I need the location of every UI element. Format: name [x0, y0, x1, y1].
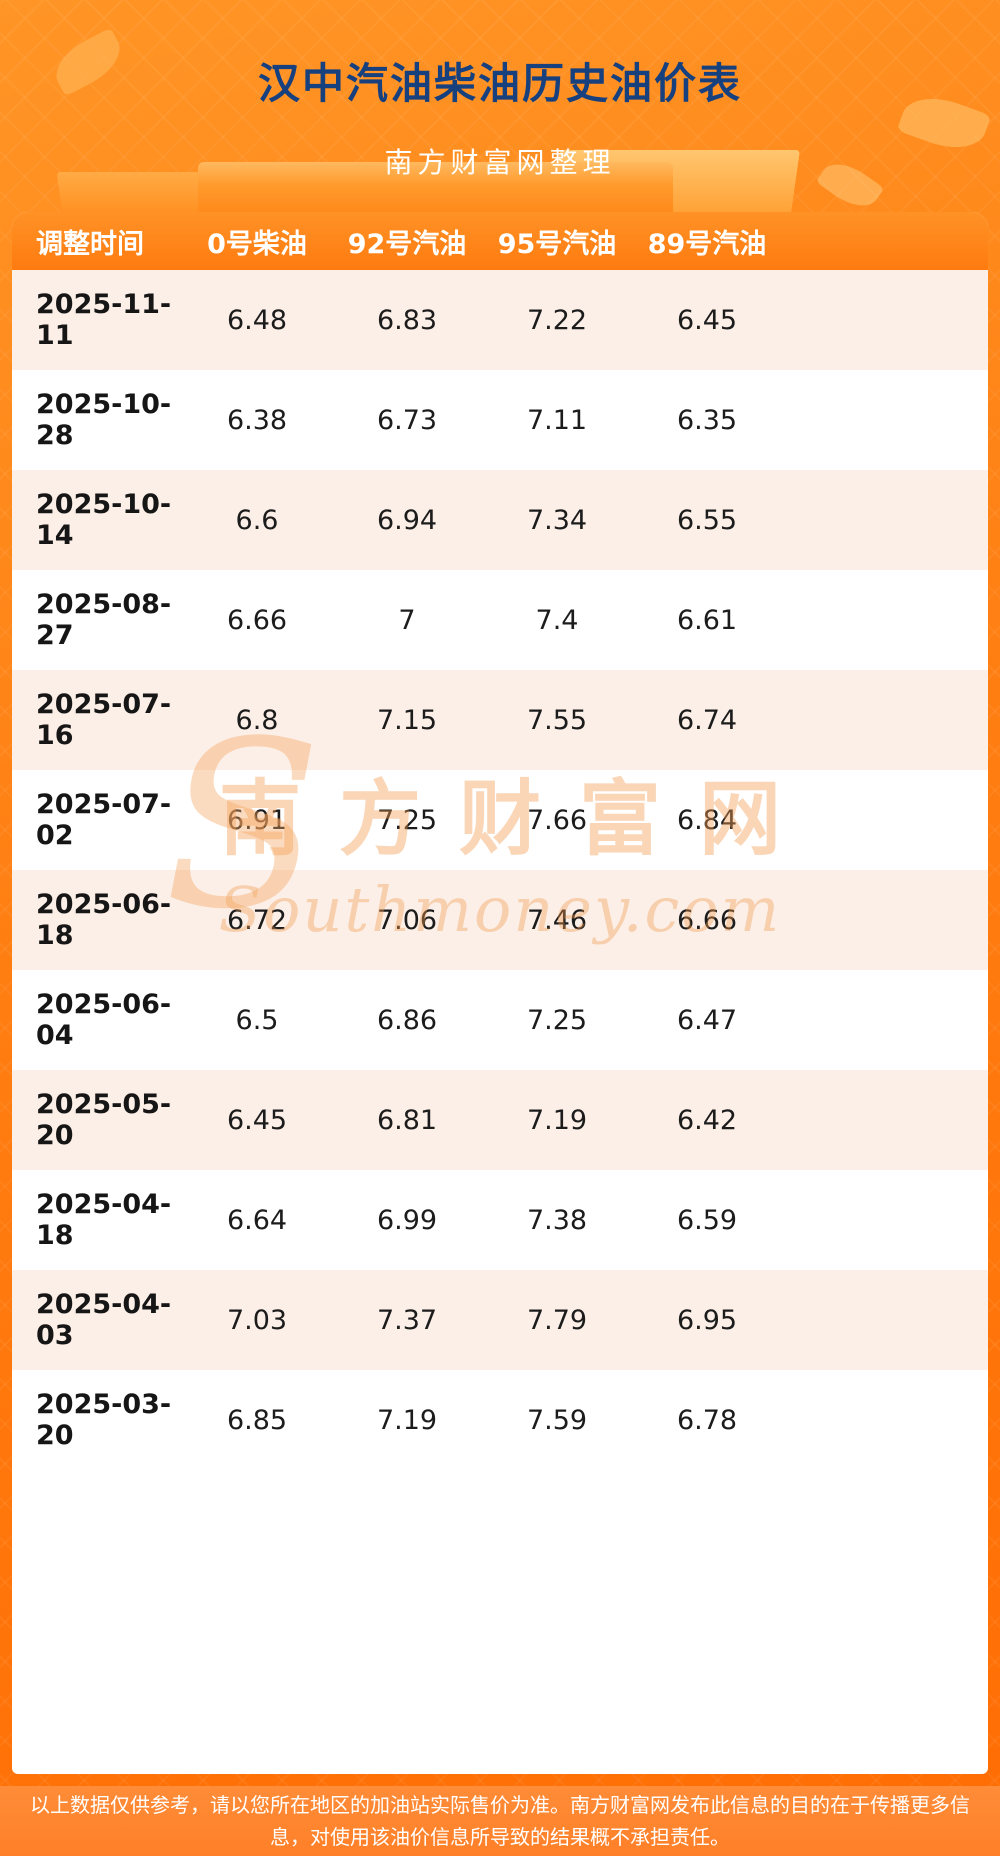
price-cell: 6.47 [676, 1004, 738, 1036]
price-cell: 6.85 [226, 1404, 288, 1436]
page-header: 汉中汽油柴油历史油价表 南方财富网整理 [0, 0, 1000, 212]
row-date: 2025-04-03 [36, 1289, 172, 1351]
price-cell: 6.66 [676, 904, 738, 936]
table-row: 2025-03-20 6.85 7.19 7.59 6.78 [12, 1370, 988, 1470]
price-cell: 7.25 [526, 1004, 588, 1036]
price-cell: 6.55 [676, 504, 738, 536]
price-cell: 6.64 [226, 1204, 288, 1236]
table-row: 2025-08-27 6.66 7 7.4 6.61 [12, 570, 988, 670]
column-header-gas-89: 89号汽油 [647, 228, 767, 260]
price-cell: 7.37 [376, 1304, 438, 1336]
table-row: 2025-10-28 6.38 6.73 7.11 6.35 [12, 370, 988, 470]
price-cell: 6.72 [226, 904, 288, 936]
price-cell: 6.95 [676, 1304, 738, 1336]
price-cell: 6.73 [376, 404, 438, 436]
price-cell: 6.94 [376, 504, 438, 536]
price-cell: 7.19 [376, 1404, 438, 1436]
table-row: 2025-10-14 6.6 6.94 7.34 6.55 [12, 470, 988, 570]
table-row: 2025-06-18 6.72 7.06 7.46 6.66 [12, 870, 988, 970]
table-row: 2025-07-16 6.8 7.15 7.55 6.74 [12, 670, 988, 770]
column-header-gas-95: 95号汽油 [497, 228, 617, 260]
price-cell: 6.66 [226, 604, 288, 636]
price-cell: 6.45 [676, 304, 738, 336]
price-cell: 6.74 [676, 704, 738, 736]
table-body: 2025-11-11 6.48 6.83 7.22 6.45 2025-10-28 6.38… [12, 270, 988, 1470]
price-cell: 7.25 [376, 804, 438, 836]
price-cell: 6.45 [226, 1104, 288, 1136]
row-date: 2025-05-20 [36, 1089, 172, 1151]
price-cell: 6.61 [676, 604, 738, 636]
price-cell: 7.59 [526, 1404, 588, 1436]
table-row: 2025-04-03 7.03 7.37 7.79 6.95 [12, 1270, 988, 1370]
price-cell: 7.06 [376, 904, 438, 936]
price-cell: 7.4 [535, 604, 579, 636]
row-date: 2025-11-11 [36, 289, 172, 351]
price-cell: 7.22 [526, 304, 588, 336]
price-cell: 6.84 [676, 804, 738, 836]
column-header-gas-92: 92号汽油 [347, 228, 467, 260]
table-row: 2025-06-04 6.5 6.86 7.25 6.47 [12, 970, 988, 1070]
price-table-card: 调整时间 0号柴油 92号汽油 95号汽油 89号汽油 2025-11-11 6.… [12, 212, 988, 1774]
price-cell: 6.86 [376, 1004, 438, 1036]
page-subtitle: 南方财富网整理 [384, 146, 616, 179]
table-row: 2025-05-20 6.45 6.81 7.19 6.42 [12, 1070, 988, 1170]
price-cell: 7.66 [526, 804, 588, 836]
price-cell: 7.15 [376, 704, 438, 736]
price-cell: 7.19 [526, 1104, 588, 1136]
row-date: 2025-07-02 [36, 789, 172, 851]
price-cell: 7.55 [526, 704, 588, 736]
price-cell: 6.8 [235, 704, 279, 736]
row-date: 2025-06-04 [36, 989, 172, 1051]
row-date: 2025-10-28 [36, 389, 172, 451]
table-row: 2025-04-18 6.64 6.99 7.38 6.59 [12, 1170, 988, 1270]
column-header-date: 调整时间 [36, 228, 144, 260]
price-cell: 6.42 [676, 1104, 738, 1136]
price-cell: 7.03 [226, 1304, 288, 1336]
table-header-row: 调整时间 0号柴油 92号汽油 95号汽油 89号汽油 [12, 212, 988, 270]
row-date: 2025-10-14 [36, 489, 172, 551]
price-cell: 7.79 [526, 1304, 588, 1336]
price-cell: 6.35 [676, 404, 738, 436]
price-cell: 6.48 [226, 304, 288, 336]
price-cell: 6.38 [226, 404, 288, 436]
price-cell: 6.99 [376, 1204, 438, 1236]
table-row: 2025-11-11 6.48 6.83 7.22 6.45 [12, 270, 988, 370]
price-cell: 6.5 [235, 1004, 279, 1036]
price-cell: 7.34 [526, 504, 588, 536]
price-cell: 7 [398, 604, 416, 636]
row-date: 2025-08-27 [36, 589, 172, 651]
page-title: 汉中汽油柴油历史油价表 [257, 59, 742, 108]
column-header-diesel-0: 0号柴油 [207, 228, 307, 260]
row-date: 2025-04-18 [36, 1189, 172, 1251]
row-date: 2025-06-18 [36, 889, 172, 951]
footer-disclaimer-text: 以上数据仅供参考，请以您所在地区的加油站实际售价为准。南方财富网发布此信息的目的… [30, 1793, 970, 1849]
price-cell: 7.38 [526, 1204, 588, 1236]
price-cell: 6.81 [376, 1104, 438, 1136]
price-cell: 7.11 [526, 404, 588, 436]
price-cell: 7.46 [526, 904, 588, 936]
row-date: 2025-03-20 [36, 1389, 172, 1451]
footer-disclaimer-bar: 以上数据仅供参考，请以您所在地区的加油站实际售价为准。南方财富网发布此信息的目的… [0, 1786, 1000, 1856]
table-row: 2025-07-02 6.91 7.25 7.66 6.84 [12, 770, 988, 870]
price-cell: 6.83 [376, 304, 438, 336]
price-cell: 6.6 [235, 504, 279, 536]
price-cell: 6.78 [676, 1404, 738, 1436]
row-date: 2025-07-16 [36, 689, 172, 751]
price-cell: 6.91 [226, 804, 288, 836]
price-cell: 6.59 [676, 1204, 738, 1236]
